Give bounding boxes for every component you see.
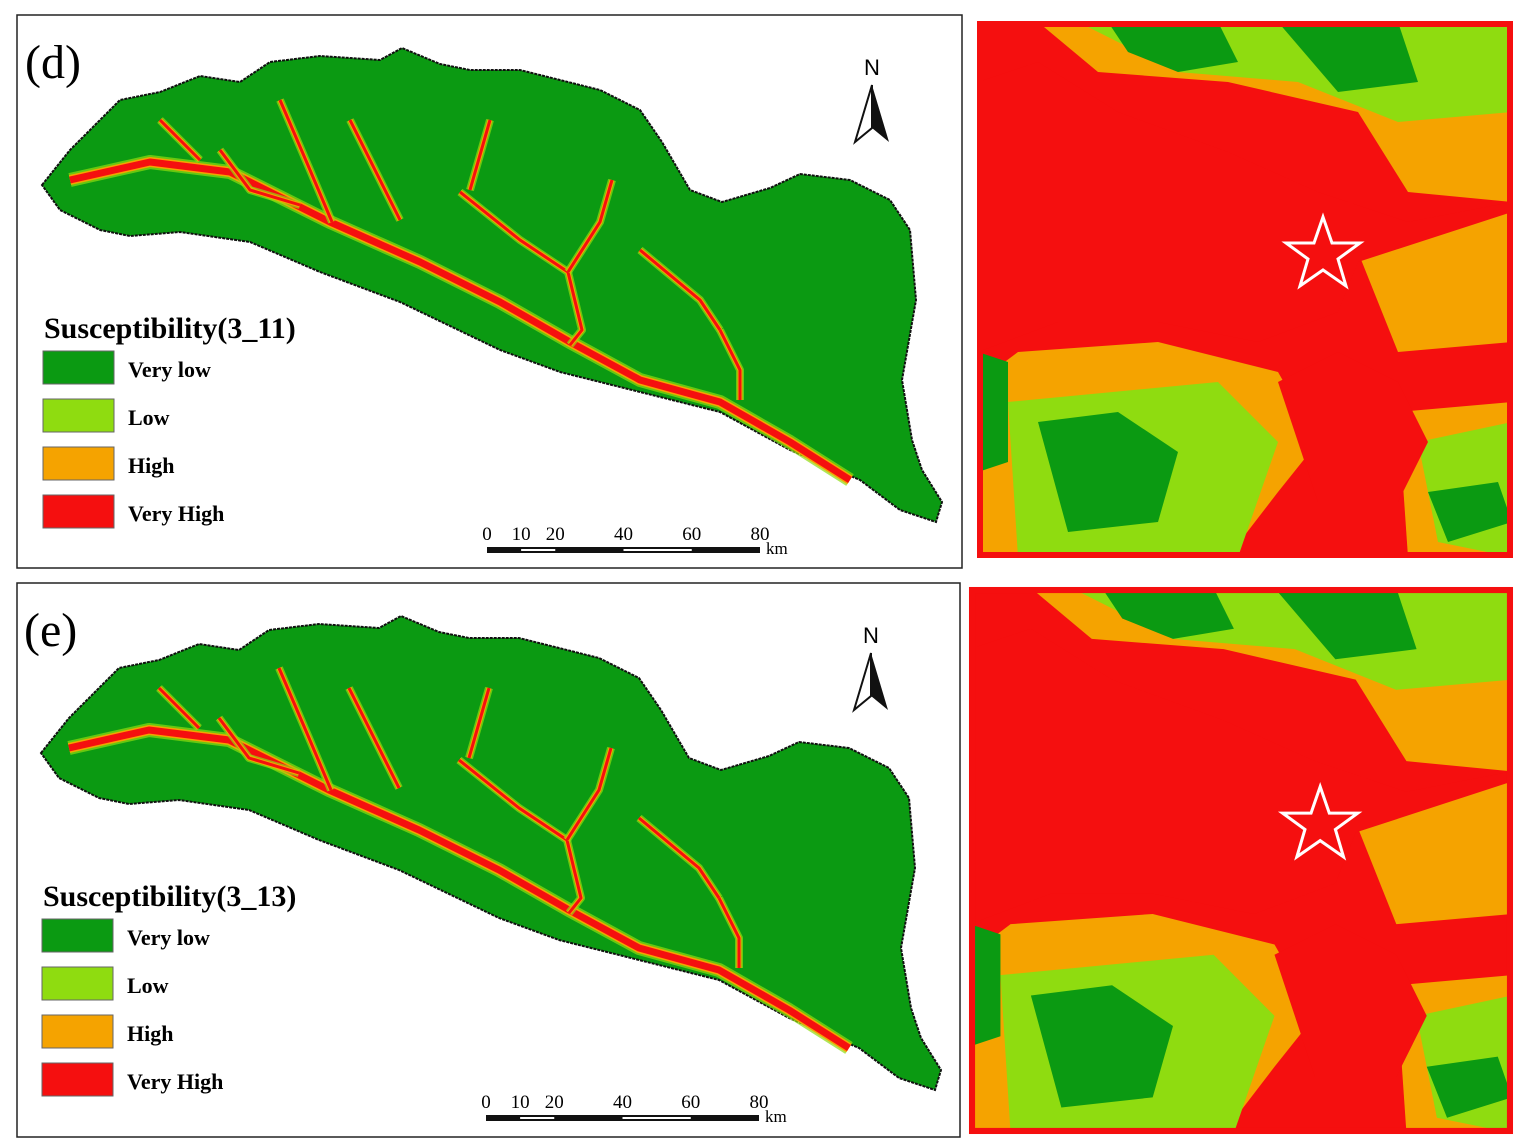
river (157, 686, 201, 730)
legend-label: High (127, 1021, 173, 1046)
zoom-patch (1278, 22, 1418, 92)
scale-segment (622, 1117, 691, 1119)
river (468, 119, 492, 191)
scale-label: 20 (546, 524, 565, 545)
zoom-map (977, 21, 1513, 558)
zoom-patch (1278, 352, 1428, 502)
zoom-patch (978, 352, 1008, 472)
legend-title: Susceptibility(3_13) (43, 880, 296, 913)
basin-map: (d) N Susceptibility(3_11) Very low Low High V… (25, 36, 944, 558)
river (69, 158, 852, 483)
legend-swatch (42, 446, 115, 481)
scale-label: 60 (682, 524, 701, 545)
scale-unit: km (765, 1107, 787, 1126)
legend-title: Susceptibility(3_11) (44, 312, 296, 345)
legend-label: Very High (127, 1069, 223, 1094)
scale-label: 80 (750, 1092, 769, 1113)
river (158, 118, 202, 162)
zoom-patch (1101, 588, 1234, 639)
scale-label: 40 (613, 1092, 632, 1113)
north-arrow (872, 85, 889, 142)
scale-label: 0 (482, 524, 492, 545)
zoom-patch (970, 628, 1512, 925)
legend-swatch (42, 494, 115, 529)
river (717, 897, 741, 968)
river (68, 726, 851, 1051)
legend-label: High (128, 453, 174, 478)
zoom-content (978, 22, 1512, 557)
scale-label: 20 (545, 1092, 564, 1113)
legend-swatch (42, 350, 115, 385)
zoom-patch (970, 924, 1001, 1047)
legend-swatch (41, 1014, 114, 1049)
river (348, 119, 402, 221)
zoom-patch (1274, 924, 1427, 1077)
north-arrow-left (852, 652, 872, 713)
river (467, 687, 491, 759)
river (638, 816, 721, 899)
river (217, 717, 300, 775)
zoom-patch (1108, 22, 1238, 72)
zoom-patch (1426, 1056, 1512, 1118)
map-panel: (d) N Susceptibility(3_11) Very low Low High V… (16, 14, 1513, 569)
north-arrow-left (853, 84, 873, 145)
river (565, 747, 613, 841)
river (278, 99, 334, 223)
legend-label: Very low (128, 357, 211, 382)
panel-label: (d) (25, 36, 81, 89)
north-label: N (863, 623, 879, 648)
river (566, 179, 614, 273)
legend-swatch (41, 918, 114, 953)
scale-label: 80 (751, 524, 770, 545)
legend-swatch (42, 398, 115, 433)
scale-label: 60 (681, 1092, 700, 1113)
zoom-patch (1038, 412, 1178, 532)
scale-unit: km (766, 539, 788, 558)
scale-segment (521, 549, 556, 551)
legend-label: Low (128, 405, 170, 430)
zoom-map (968, 586, 1514, 1135)
scale-label: 0 (481, 1092, 491, 1113)
north-arrow (871, 653, 888, 710)
river (639, 248, 722, 331)
river (218, 149, 301, 207)
location-star (1281, 212, 1365, 290)
location-star (1277, 781, 1363, 861)
zoom-frame (968, 586, 1514, 1135)
zoom-content (970, 588, 1512, 1133)
scale-segment (623, 549, 692, 551)
legend-label: Low (127, 973, 169, 998)
north-label: N (864, 55, 880, 80)
panel-label: (e) (24, 604, 77, 657)
river (347, 687, 401, 789)
zoom-frame (977, 21, 1513, 558)
river (718, 329, 742, 400)
map-panel: (e) N Susceptibility(3_13) Very low Low High V… (16, 582, 1514, 1138)
scale-label: 40 (614, 524, 633, 545)
zoom-patch (1030, 985, 1173, 1108)
legend-label: Very low (127, 925, 210, 950)
scale-segment (520, 1117, 555, 1119)
legend-swatch (41, 966, 114, 1001)
zoom-patch (978, 62, 1512, 352)
basin-map: (e) N Susceptibility(3_13) Very low Low High V… (24, 604, 943, 1126)
zoom-patch (1428, 482, 1512, 542)
zoom-patch (1274, 588, 1417, 660)
scale-label: 10 (511, 1092, 530, 1113)
scale-label: 10 (512, 524, 531, 545)
legend-label: Very High (128, 501, 224, 526)
river (277, 667, 333, 791)
legend-swatch (41, 1062, 114, 1097)
